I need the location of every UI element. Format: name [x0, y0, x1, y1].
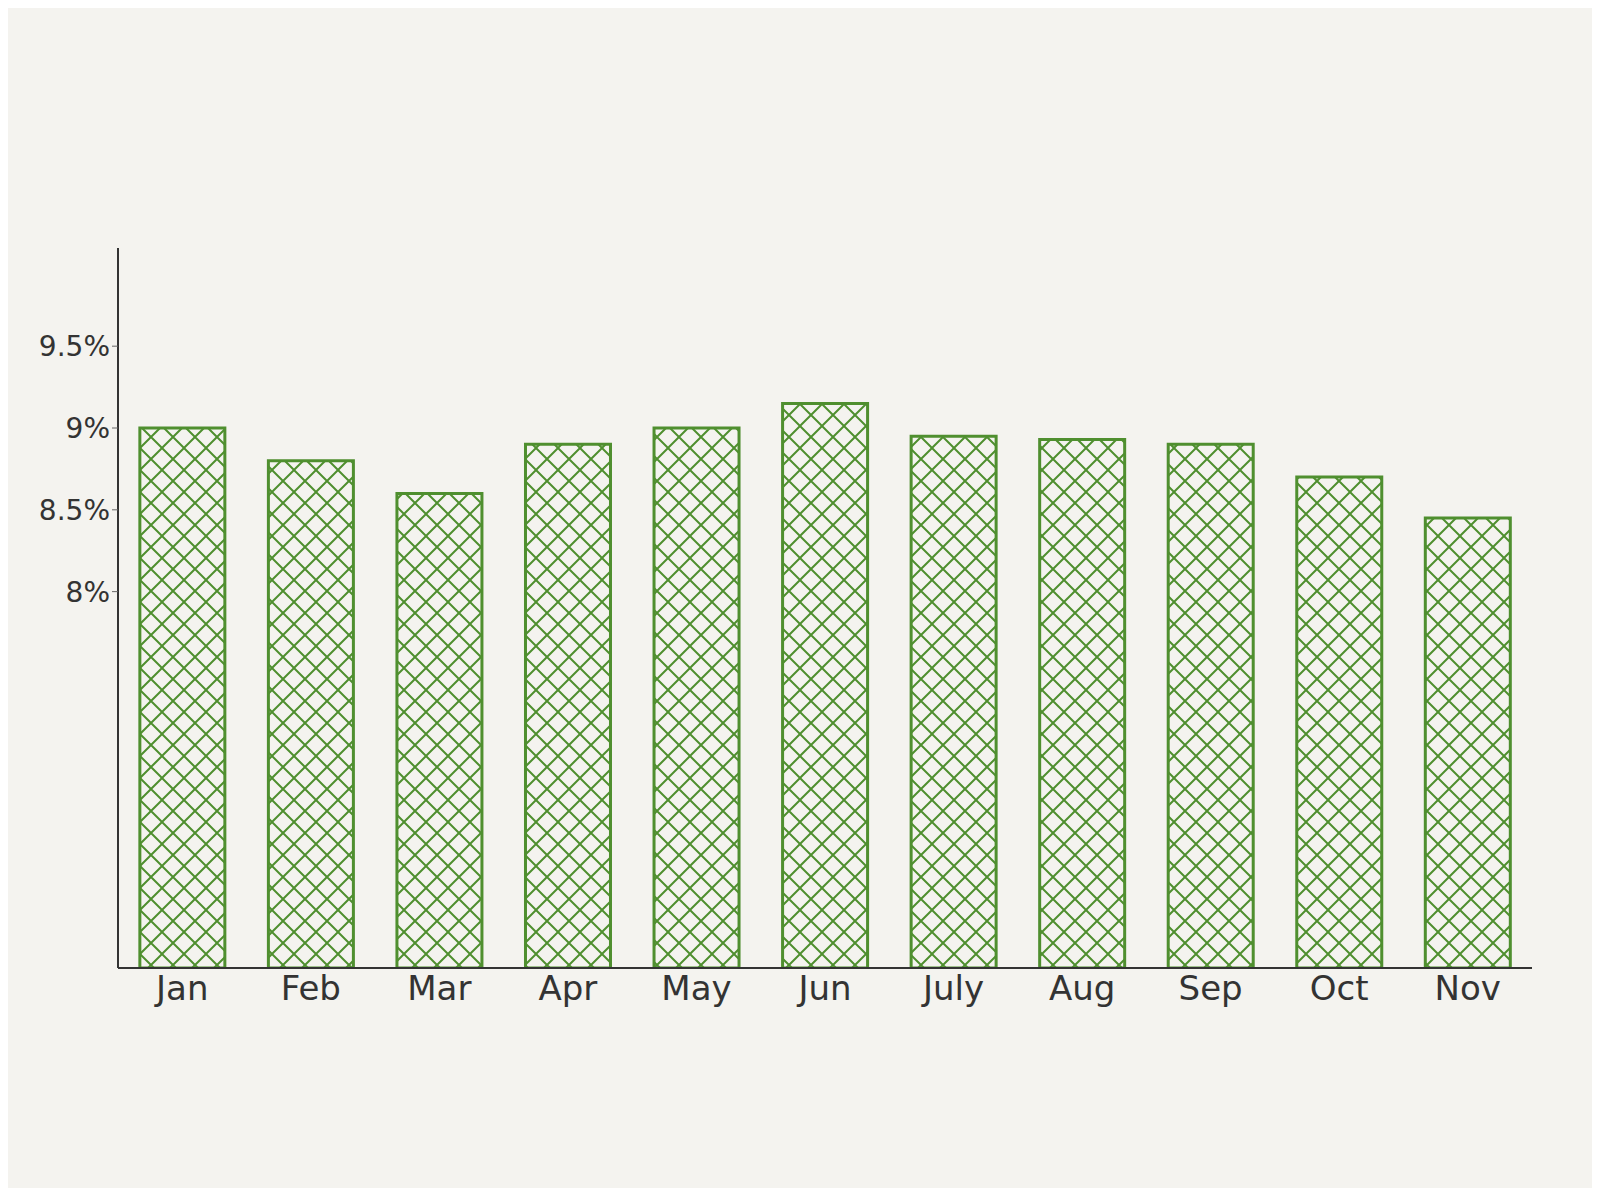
svg-text:Feb: Feb — [281, 968, 341, 1008]
svg-text:8%: 8% — [66, 576, 110, 609]
svg-text:9%: 9% — [66, 412, 110, 445]
svg-text:Sep: Sep — [1179, 968, 1243, 1008]
svg-text:Jan: Jan — [154, 968, 208, 1008]
svg-text:8.5%: 8.5% — [39, 494, 110, 527]
svg-text:Oct: Oct — [1310, 968, 1369, 1008]
svg-text:May: May — [661, 968, 731, 1008]
svg-text:Mar: Mar — [407, 968, 471, 1008]
svg-text:Jun: Jun — [796, 968, 851, 1008]
svg-text:9.5%: 9.5% — [39, 330, 110, 363]
svg-text:July: July — [921, 968, 984, 1008]
svg-text:Aug: Aug — [1049, 968, 1115, 1008]
svg-text:Nov: Nov — [1435, 968, 1501, 1008]
svg-text:Apr: Apr — [538, 968, 597, 1008]
